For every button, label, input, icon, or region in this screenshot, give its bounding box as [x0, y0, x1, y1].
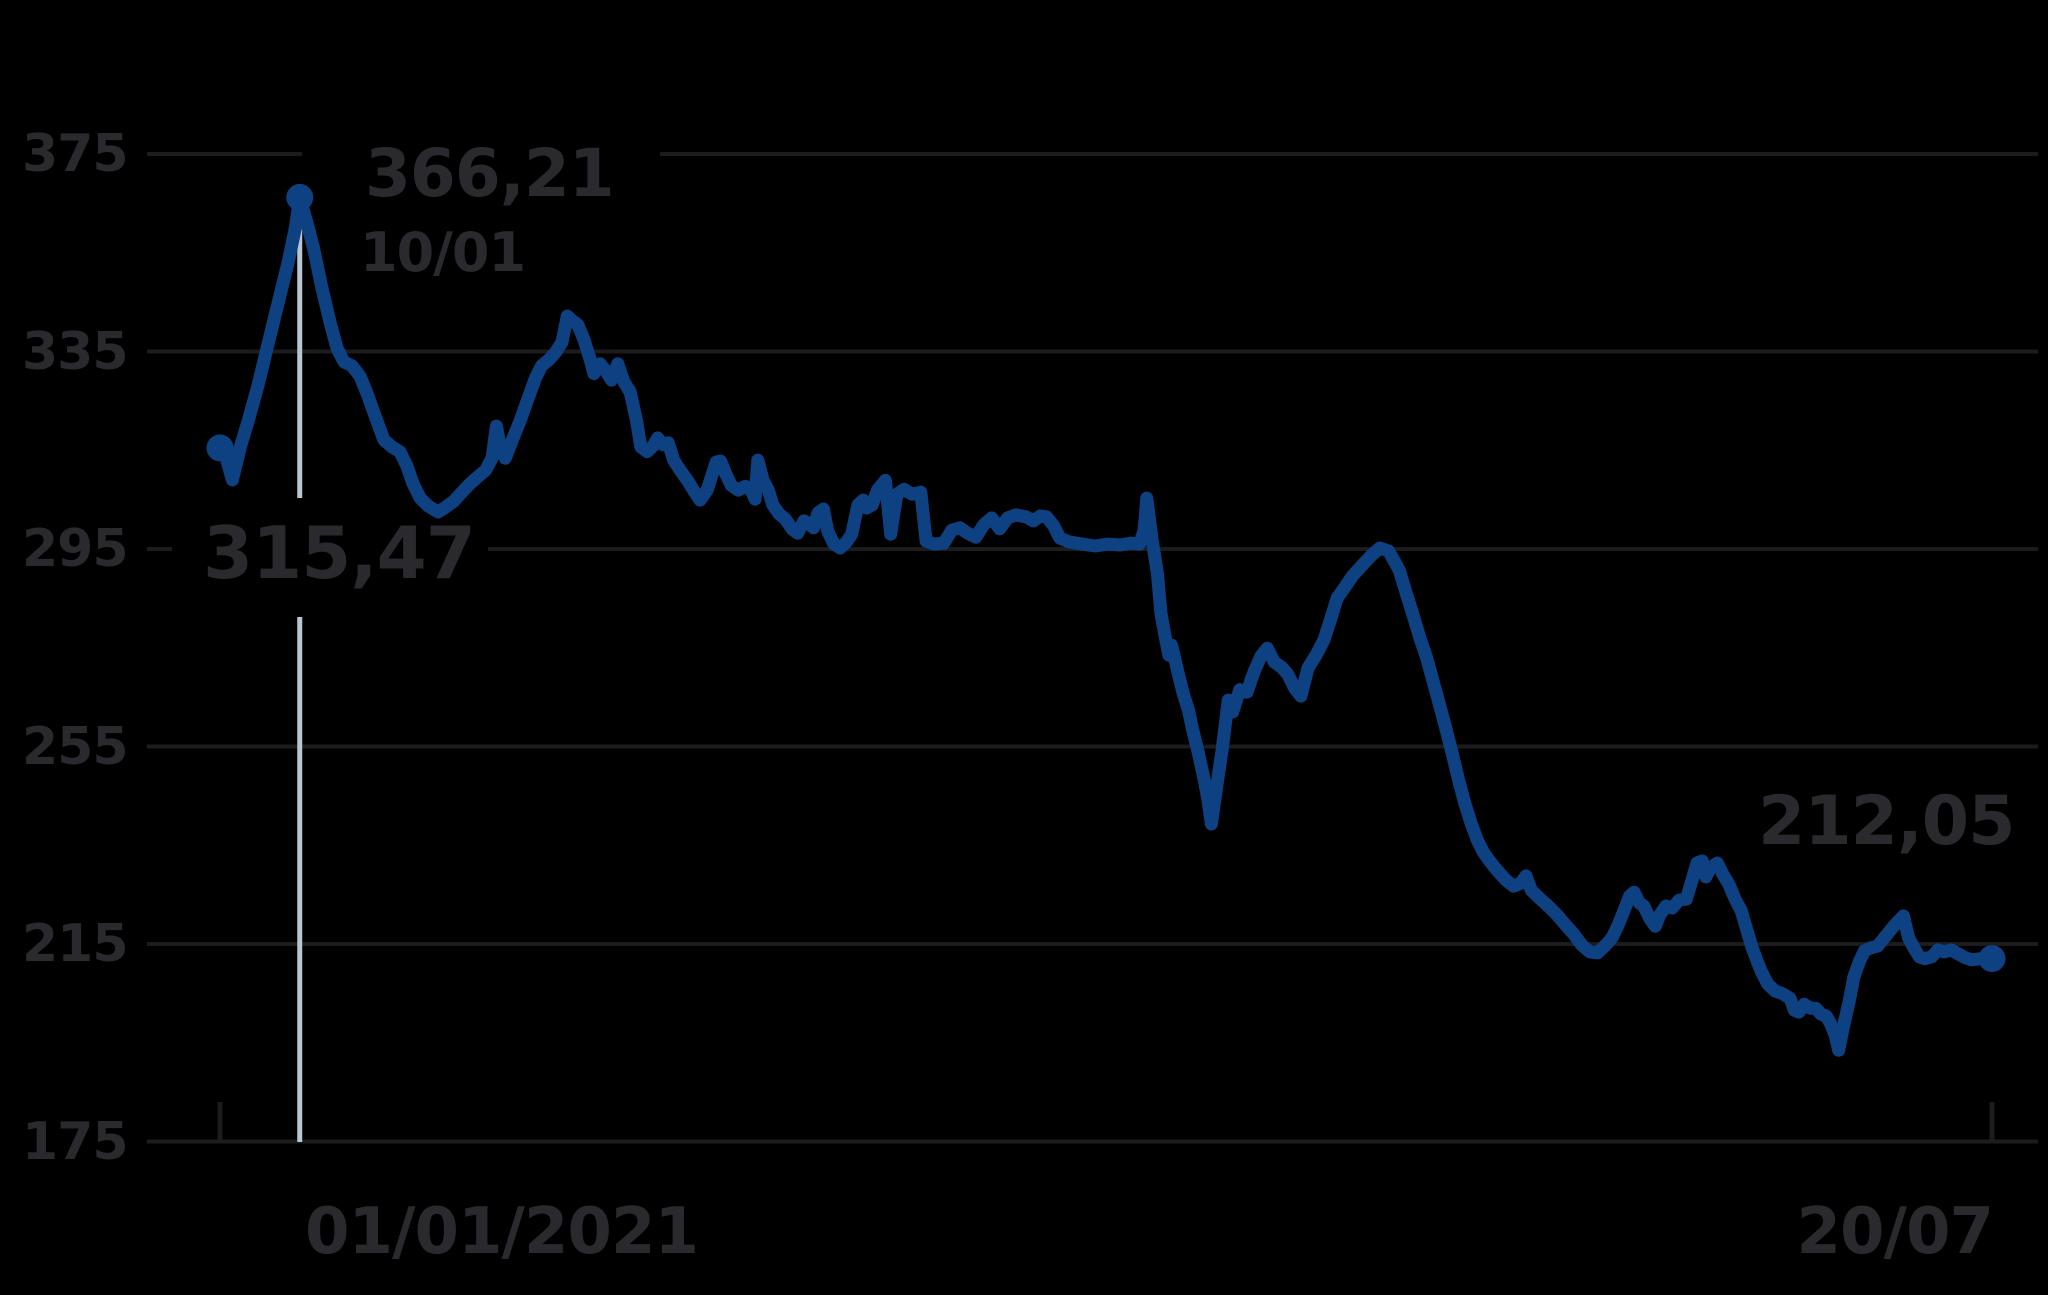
y-axis-label: 255: [22, 716, 129, 777]
end-point-marker: [1978, 945, 2006, 973]
end-value-annotation: 212,05: [1758, 782, 2015, 861]
start-point-marker: [206, 434, 234, 462]
y-axis-label: 215: [22, 914, 129, 974]
x-axis-label-end: 20/07: [1796, 1195, 1994, 1269]
peak-date-annotation: 10/01: [360, 221, 526, 284]
peak-value-annotation: 366,21: [365, 135, 615, 212]
y-axis-label: 335: [22, 321, 129, 382]
y-axis-label: 295: [22, 519, 129, 579]
x-axis-label-start: 01/01/2021: [305, 1195, 699, 1269]
start-value-annotation: 315,47: [203, 511, 476, 595]
y-axis-label: 375: [22, 124, 129, 184]
y-axis-label: 175: [22, 1111, 129, 1172]
peak-point-marker: [286, 183, 314, 211]
price-line: [213, 190, 1999, 1057]
